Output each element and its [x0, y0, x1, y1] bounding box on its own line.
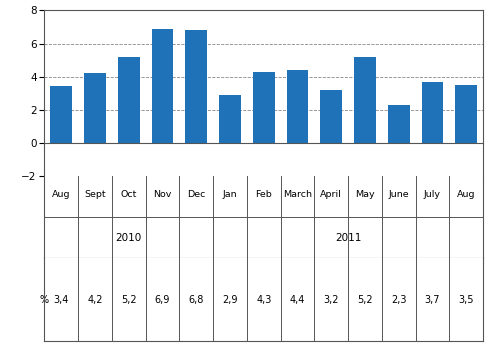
- Text: March: March: [283, 190, 312, 199]
- Bar: [320, 90, 342, 143]
- Bar: [84, 73, 106, 143]
- Text: 5,2: 5,2: [121, 295, 137, 305]
- Text: Jan: Jan: [223, 190, 237, 199]
- Text: %: %: [40, 295, 49, 305]
- Text: 2010: 2010: [116, 233, 142, 243]
- Text: 2,9: 2,9: [222, 295, 238, 305]
- Bar: [185, 30, 207, 143]
- Bar: [422, 81, 444, 143]
- Bar: [456, 85, 477, 143]
- Bar: [286, 70, 309, 143]
- Text: Dec: Dec: [187, 190, 206, 199]
- Text: 3,2: 3,2: [323, 295, 339, 305]
- Bar: [253, 72, 275, 143]
- Text: May: May: [355, 190, 375, 199]
- Text: 3,7: 3,7: [425, 295, 440, 305]
- Text: 6,8: 6,8: [188, 295, 204, 305]
- Text: 2011: 2011: [335, 233, 361, 243]
- Text: June: June: [388, 190, 409, 199]
- Text: Nov: Nov: [153, 190, 172, 199]
- Text: Aug: Aug: [52, 190, 70, 199]
- Text: 5,2: 5,2: [357, 295, 373, 305]
- Text: 4,2: 4,2: [87, 295, 103, 305]
- Bar: [118, 57, 140, 143]
- Text: 4,3: 4,3: [256, 295, 272, 305]
- Bar: [219, 95, 241, 143]
- Text: Sept: Sept: [84, 190, 106, 199]
- Bar: [354, 57, 376, 143]
- Text: April: April: [320, 190, 342, 199]
- Text: 2,3: 2,3: [391, 295, 407, 305]
- Text: Aug: Aug: [457, 190, 476, 199]
- Text: Oct: Oct: [121, 190, 137, 199]
- Bar: [50, 87, 72, 143]
- Text: 4,4: 4,4: [290, 295, 305, 305]
- Text: 3,5: 3,5: [458, 295, 474, 305]
- Text: 6,9: 6,9: [155, 295, 170, 305]
- Text: Feb: Feb: [255, 190, 272, 199]
- Bar: [151, 29, 174, 143]
- Text: 3,4: 3,4: [54, 295, 69, 305]
- Text: July: July: [424, 190, 441, 199]
- Bar: [388, 105, 410, 143]
